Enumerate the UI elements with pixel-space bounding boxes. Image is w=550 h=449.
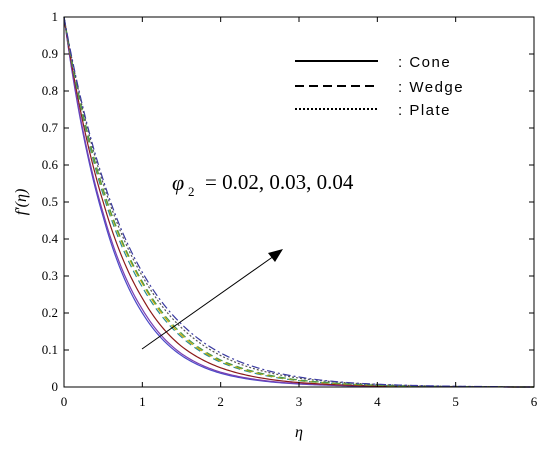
y-tick-label: 0.2: [42, 305, 58, 320]
legend-label-plate: : Plate: [398, 102, 451, 119]
y-tick-label: 0.7: [42, 120, 59, 135]
x-axis-ticks: 0 1 2 3 4 5 6: [61, 17, 538, 409]
y-tick-label: 0.1: [42, 342, 58, 357]
y-tick-label: 0.6: [42, 157, 59, 172]
legend: : Cone : Wedge : Plate: [295, 54, 464, 119]
annotation-values: = 0.02, 0.03, 0.04: [205, 170, 354, 194]
y-tick-label: 0.3: [42, 268, 58, 283]
legend-label-wedge: : Wedge: [398, 79, 464, 96]
x-tick-label: 6: [531, 394, 538, 409]
series-line-8: [63, 16, 534, 388]
x-axis-label: η: [295, 424, 303, 441]
parameter-annotation: φ 2 = 0.02, 0.03, 0.04: [172, 170, 354, 199]
legend-label-cone: : Cone: [398, 54, 451, 71]
y-axis-ticks: 0 0.1 0.2 0.3 0.4 0.5 0.6 0.7 0.8 0.9 1: [42, 9, 534, 394]
y-tick-label: 0.9: [42, 46, 58, 61]
y-tick-label: 0.4: [42, 231, 59, 246]
annotation-symbol: φ: [172, 170, 184, 195]
annotation-subscript: 2: [188, 184, 195, 199]
x-tick-label: 0: [61, 394, 68, 409]
trend-arrow-shaft: [141, 255, 275, 350]
x-tick-label: 4: [374, 394, 381, 409]
y-tick-label: 0: [52, 379, 59, 394]
x-tick-label: 3: [296, 394, 303, 409]
y-axis-label: f′(η): [13, 189, 30, 216]
y-tick-label: 1: [52, 9, 59, 24]
trend-arrow: [141, 249, 283, 350]
trend-arrow-head: [268, 249, 283, 262]
x-tick-label: 5: [452, 394, 459, 409]
x-tick-label: 2: [217, 394, 224, 409]
y-tick-label: 0.5: [42, 194, 58, 209]
x-tick-label: 1: [139, 394, 146, 409]
y-tick-label: 0.8: [42, 83, 58, 98]
